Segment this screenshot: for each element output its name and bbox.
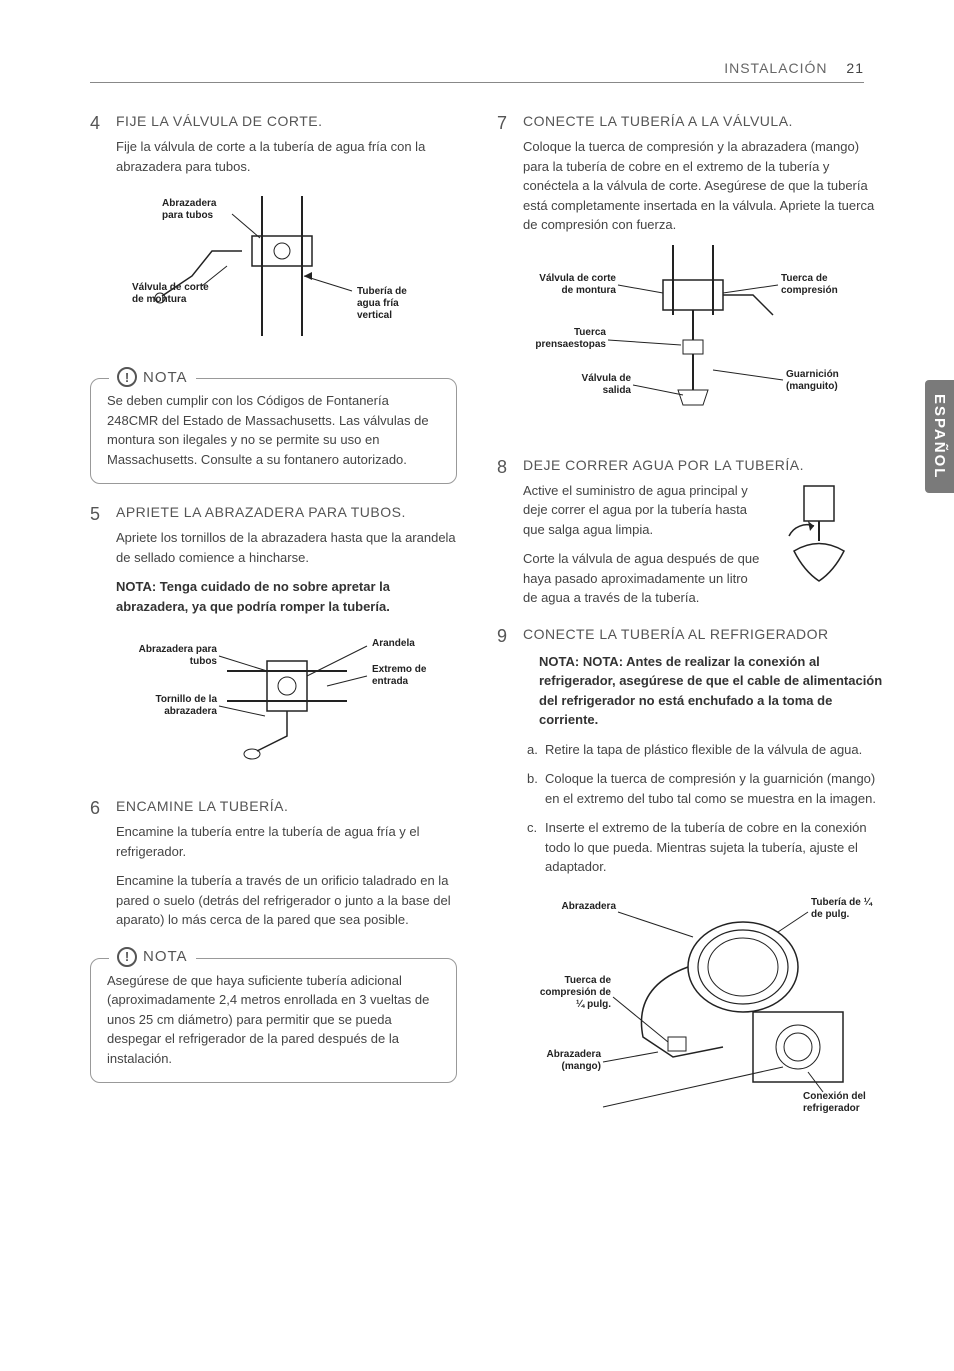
- nota-box-2: ! NOTA Asegúrese de que haya suficiente …: [90, 958, 457, 1084]
- svg-text:compresión de: compresión de: [540, 987, 612, 998]
- right-column: 7 CONECTE LA TUBERÍA A LA VÁLVULA. Coloq…: [497, 113, 864, 1149]
- svg-text:Conexión del: Conexión del: [803, 1091, 866, 1102]
- step-text: Active el suministro de agua principal y…: [523, 481, 764, 540]
- step-text: Coloque la tuerca de compresión y la abr…: [523, 137, 883, 235]
- svg-text:Válvula de corte: Válvula de corte: [132, 282, 209, 293]
- info-icon: !: [117, 367, 137, 387]
- svg-text:tubos: tubos: [189, 656, 217, 667]
- svg-text:Abrazadera: Abrazadera: [162, 198, 217, 209]
- step-text: Apriete los tornillos de la abrazadera h…: [116, 528, 457, 567]
- subitem-a: a.Retire la tapa de plástico flexible de…: [527, 740, 893, 760]
- step-6: 6 ENCAMINE LA TUBERÍA. Encamine la tuber…: [90, 798, 457, 940]
- step-text: Encamine la tubería a través de un orifi…: [116, 871, 457, 930]
- svg-text:entrada: entrada: [372, 676, 409, 687]
- svg-text:para tubos: para tubos: [162, 210, 214, 221]
- left-column: 4 FIJE LA VÁLVULA DE CORTE. Fije la válv…: [90, 113, 457, 1149]
- svg-text:compresión: compresión: [781, 285, 838, 296]
- nota-text: Asegúrese de que haya suficiente tubería…: [107, 971, 440, 1069]
- step-number: 6: [90, 798, 116, 940]
- diagram-step7: Válvula de corte de montura Tuerca de co…: [523, 245, 883, 425]
- svg-text:Guarnición: Guarnición: [786, 369, 839, 380]
- subitem-b: b.Coloque la tuerca de compresión y la g…: [527, 769, 893, 808]
- step-body: APRIETE LA ABRAZADERA PARA TUBOS. Apriet…: [116, 504, 457, 780]
- page-number: 21: [846, 60, 864, 76]
- step-body: ENCAMINE LA TUBERÍA. Encamine la tubería…: [116, 798, 457, 940]
- nota-text: Se deben cumplir con los Códigos de Font…: [107, 391, 440, 469]
- language-tab: ESPAÑOL: [925, 380, 954, 493]
- step-body: FIJE LA VÁLVULA DE CORTE. Fije la válvul…: [116, 113, 457, 360]
- sublist: a.Retire la tapa de plástico flexible de…: [527, 740, 893, 877]
- svg-text:Tornillo de la: Tornillo de la: [155, 694, 217, 705]
- svg-text:salida: salida: [603, 385, 632, 396]
- nota-label: NOTA: [143, 948, 188, 965]
- svg-text:abrazadera: abrazadera: [164, 706, 217, 717]
- step-number: 7: [497, 113, 523, 439]
- step-9: 9 CONECTE LA TUBERÍA AL REFRIGERADOR NOT…: [497, 626, 864, 1131]
- step-8: 8 DEJE CORRER AGUA POR LA TUBERÍA. Activ…: [497, 457, 864, 608]
- svg-text:Válvula de: Válvula de: [582, 373, 632, 384]
- diagram-step4: Abrazadera para tubos Válvula de corte d…: [132, 186, 442, 346]
- svg-text:Válvula de corte: Válvula de corte: [539, 273, 616, 284]
- svg-text:Abrazadera: Abrazadera: [562, 901, 617, 912]
- step-text: Encamine la tubería entre la tubería de …: [116, 822, 457, 861]
- step-note: NOTA: Tenga cuidado de no sobre apretar …: [116, 577, 457, 616]
- svg-text:¼ pulg.: ¼ pulg.: [576, 999, 611, 1010]
- svg-text:prensaestopas: prensaestopas: [535, 339, 606, 350]
- step-note: NOTA: NOTA: Antes de realizar la conexió…: [539, 652, 893, 730]
- nota-label: NOTA: [143, 369, 188, 386]
- step-title: DEJE CORRER AGUA POR LA TUBERÍA.: [523, 457, 864, 473]
- svg-text:Tubería de: Tubería de: [357, 286, 407, 297]
- step-text: Fije la válvula de corte a la tubería de…: [116, 137, 457, 176]
- svg-text:Arandela: Arandela: [372, 638, 415, 649]
- svg-text:Tuerca: Tuerca: [574, 327, 606, 338]
- diagram-step8: [774, 481, 864, 591]
- svg-text:(manguito): (manguito): [786, 381, 838, 392]
- svg-text:de montura: de montura: [132, 294, 187, 305]
- step-body: CONECTE LA TUBERÍA AL REFRIGERADOR NOTA:…: [523, 626, 893, 1131]
- page-header: INSTALACIÓN 21: [90, 60, 864, 83]
- nota-box-1: ! NOTA Se deben cumplir con los Códigos …: [90, 378, 457, 484]
- step-title: CONECTE LA TUBERÍA AL REFRIGERADOR: [523, 626, 893, 642]
- svg-text:Tuerca de: Tuerca de: [781, 273, 828, 284]
- svg-text:Abrazadera: Abrazadera: [547, 1049, 602, 1060]
- svg-text:de montura: de montura: [562, 285, 617, 296]
- svg-text:Abrazadera para: Abrazadera para: [138, 644, 217, 655]
- step-body: DEJE CORRER AGUA POR LA TUBERÍA. Active …: [523, 457, 864, 608]
- step-body: CONECTE LA TUBERÍA A LA VÁLVULA. Coloque…: [523, 113, 883, 439]
- diagram-step5: Abrazadera para tubos Tornillo de la abr…: [127, 626, 447, 766]
- subitem-c: c.Inserte el extremo de la tubería de co…: [527, 818, 893, 877]
- step-title: APRIETE LA ABRAZADERA PARA TUBOS.: [116, 504, 457, 520]
- svg-text:Tubería de ¼: Tubería de ¼: [811, 897, 873, 908]
- svg-text:refrigerador: refrigerador: [803, 1103, 860, 1114]
- content-columns: 4 FIJE LA VÁLVULA DE CORTE. Fije la válv…: [90, 113, 864, 1149]
- info-icon: !: [117, 947, 137, 967]
- step-text: Corte la válvula de agua después de que …: [523, 549, 764, 608]
- step-title: CONECTE LA TUBERÍA A LA VÁLVULA.: [523, 113, 883, 129]
- step-number: 8: [497, 457, 523, 608]
- svg-text:agua fría: agua fría: [357, 298, 399, 309]
- svg-text:(mango): (mango): [562, 1061, 601, 1072]
- step-4: 4 FIJE LA VÁLVULA DE CORTE. Fije la válv…: [90, 113, 457, 360]
- step-number: 5: [90, 504, 116, 780]
- nota-head: ! NOTA: [109, 947, 196, 967]
- nota-head: ! NOTA: [109, 367, 196, 387]
- step-title: ENCAMINE LA TUBERÍA.: [116, 798, 457, 814]
- step-5: 5 APRIETE LA ABRAZADERA PARA TUBOS. Apri…: [90, 504, 457, 780]
- diagram-step9: Abrazadera Tubería de ¼ de pulg. Tuerca …: [523, 887, 893, 1117]
- svg-text:de pulg.: de pulg.: [811, 909, 850, 920]
- step-title: FIJE LA VÁLVULA DE CORTE.: [116, 113, 457, 129]
- step-number: 4: [90, 113, 116, 360]
- section-label: INSTALACIÓN: [724, 60, 827, 76]
- step-number: 9: [497, 626, 523, 1131]
- step-7: 7 CONECTE LA TUBERÍA A LA VÁLVULA. Coloq…: [497, 113, 864, 439]
- svg-text:Extremo de: Extremo de: [372, 664, 427, 675]
- svg-text:Tuerca de: Tuerca de: [565, 975, 612, 986]
- svg-text:vertical: vertical: [357, 310, 392, 321]
